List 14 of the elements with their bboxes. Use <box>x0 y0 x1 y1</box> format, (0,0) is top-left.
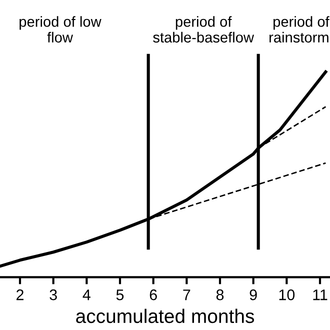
x-tick-label: 3 <box>50 289 57 300</box>
text: period of stable-baseflow <box>153 16 254 43</box>
x-tick-label: 7 <box>183 290 190 300</box>
x-tick-label: 8 <box>216 289 224 300</box>
x-tick-label: 4 <box>82 290 90 300</box>
x-axis-title: accumulated months <box>76 308 254 324</box>
x-tick-label: 6 <box>150 289 157 300</box>
x-tick-label: 11 <box>313 290 328 300</box>
x-tick-label: 9 <box>250 289 257 300</box>
text: period of rainstorm <box>270 16 330 43</box>
text: period of low flow <box>20 16 102 43</box>
x-tick-label: 2 <box>16 289 24 300</box>
x-tick-label: 5 <box>116 290 124 300</box>
x-tick-label: 10 <box>279 289 295 300</box>
